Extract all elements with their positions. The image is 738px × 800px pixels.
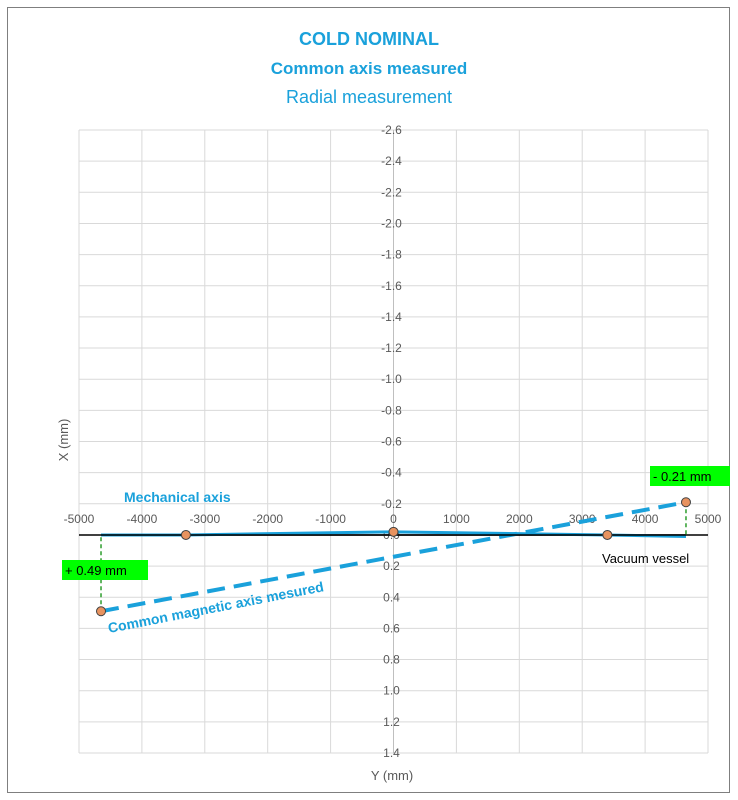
- y-tick-label: -1.4: [381, 310, 402, 324]
- data-point: [96, 606, 107, 617]
- y-tick-label: -2.4: [381, 154, 402, 168]
- x-tick-label: 3000: [569, 512, 596, 526]
- right-offset-label: - 0.21 mm: [653, 469, 712, 484]
- y-tick-label: 0.2: [383, 559, 400, 573]
- right-offset-badge: [650, 466, 730, 486]
- y-tick-label: 0.6: [383, 621, 400, 635]
- y-tick-label: 0.4: [383, 590, 400, 604]
- y-tick-label: -0.2: [381, 497, 402, 511]
- y-tick-label: -0.6: [381, 435, 402, 449]
- y-tick-label: 1.2: [383, 715, 400, 729]
- data-point: [602, 529, 613, 540]
- data-point: [180, 529, 191, 540]
- x-tick-label: 0: [390, 512, 397, 526]
- data-point: [388, 526, 399, 537]
- y-tick-label: -2.2: [381, 185, 402, 199]
- y-tick-label: -1.8: [381, 248, 402, 262]
- chart-title: COLD NOMINAL: [299, 29, 439, 49]
- x-tick-label: 4000: [632, 512, 659, 526]
- x-tick-label: -3000: [189, 512, 220, 526]
- data-points: [96, 497, 691, 617]
- y-tick-label: -0.8: [381, 403, 402, 417]
- y-axis-title: X (mm): [56, 419, 71, 462]
- magnetic-axis-label: Common magnetic axis mesured: [107, 578, 325, 636]
- chart-subtitle-2: Radial measurement: [285, 87, 453, 107]
- x-tick-label: 2000: [506, 512, 533, 526]
- chart-subtitle: Common axis measured: [270, 59, 468, 78]
- mechanical-axis-label: Mechanical axis: [124, 489, 231, 505]
- left-offset-label: + 0.49 mm: [65, 563, 127, 578]
- y-tick-label: -2.6: [381, 123, 402, 137]
- series-line: [100, 500, 687, 614]
- x-tick-label: -5000: [64, 512, 95, 526]
- chart-frame: [7, 7, 730, 793]
- y-tick-label: -1.6: [381, 279, 402, 293]
- y-tick-label: -1.0: [381, 372, 402, 386]
- x-tick-label: -1000: [315, 512, 346, 526]
- x-axis-title: Y (mm): [371, 768, 413, 783]
- tick-labels: -5000 -4000 -3000 -2000 -1000 0 1000 2000 3000 40…: [64, 123, 722, 760]
- y-tick-label: -1.2: [381, 341, 402, 355]
- y-tick-label: 1.4: [383, 746, 400, 760]
- y-tick-label: 0.8: [383, 653, 400, 667]
- left-offset-badge: [62, 560, 148, 580]
- y-tick-label: -0.4: [381, 466, 402, 480]
- x-tick-label: 1000: [443, 512, 470, 526]
- y-tick-label: -2.0: [381, 216, 402, 230]
- y-tick-label: 1.0: [383, 684, 400, 698]
- vacuum-vessel-label: Vacuum vessel: [602, 551, 689, 566]
- data-point: [680, 497, 691, 508]
- x-tick-label: -2000: [252, 512, 283, 526]
- x-tick-label: 5000: [695, 512, 722, 526]
- x-tick-label: -4000: [127, 512, 158, 526]
